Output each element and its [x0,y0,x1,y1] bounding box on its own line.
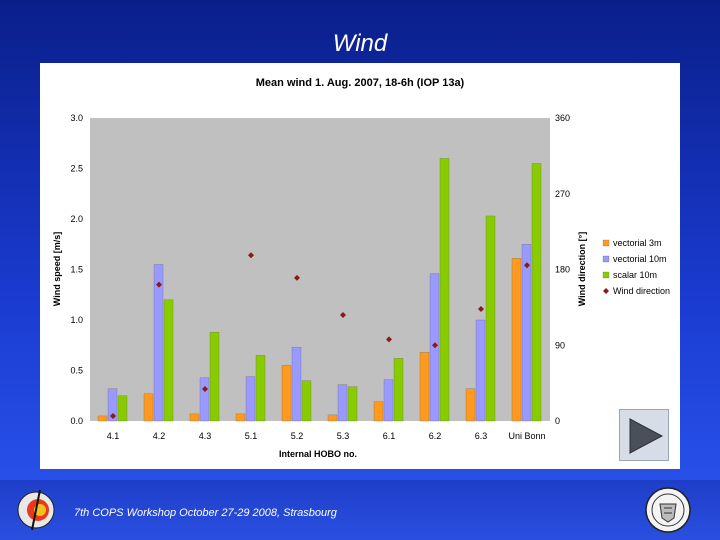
bar-scalar-10m [301,380,312,422]
chart-title: Mean wind 1. Aug. 2007, 18-6h (IOP 13a) [256,77,465,89]
y-tick-label: 2.0 [70,214,83,224]
footer-text: 7th COPS Workshop October 27-29 2008, St… [74,507,337,519]
bar-vectorial-10m [475,319,486,422]
x-tick-label: 6.3 [475,431,488,441]
bar-vectorial-3m [327,414,338,422]
bar-scalar-10m [485,215,496,422]
bar-scalar-10m [163,299,174,422]
legend-label: Wind direction [613,286,670,296]
x-tick-label: 5.2 [291,431,304,441]
bar-scalar-10m [117,395,128,422]
bar-vectorial-3m [189,413,200,422]
point-wind-direction [524,262,530,269]
x-tick-label: 4.2 [153,431,166,441]
y-tick-label: 2.5 [70,164,83,174]
x-tick-label: 6.1 [383,431,396,441]
y2-axis-label: Wind direction [°] [577,232,587,307]
bar-vectorial-10m [521,244,532,422]
legend: vectorial 3m vectorial 10m scalar 10m Wind … [602,238,670,296]
y2-tick-label: 180 [555,265,570,275]
bar-scalar-10m [439,158,450,422]
y2-tick-label: 360 [555,113,570,123]
bar-scalar-10m [347,386,358,422]
cops-logo-icon [17,489,55,531]
bar-vectorial-10m [107,388,118,422]
y-axis-label: Wind speed [m/s] [52,232,62,306]
bar-vectorial-3m [235,413,246,422]
y-tick-label: 1.0 [70,315,83,325]
bar-vectorial-3m [465,388,476,422]
legend-label: vectorial 10m [613,254,667,264]
y-tick-label: 0.0 [70,416,83,426]
point-wind-direction [478,306,484,313]
point-wind-direction [294,274,300,281]
legend-swatch [602,271,610,279]
chart-marks: 0.0 0.5 1.0 1.5 2.0 2.5 3.0 0 90 180 270 360 4.1 4.2 4… [70,113,570,441]
x-tick-label: Uni Bonn [508,431,545,441]
x-tick-label: 5.1 [245,431,258,441]
y-tick-label: 1.5 [70,265,83,275]
x-tick-label: 5.3 [337,431,350,441]
play-icon [629,418,664,454]
bar-vectorial-10m [153,264,164,422]
bar-vectorial-3m [511,258,522,422]
university-seal-icon [645,487,691,533]
bar-vectorial-10m [383,379,394,422]
bar-vectorial-3m [373,401,384,422]
point-wind-direction [340,311,346,318]
footer-bar [0,480,720,540]
bar-vectorial-3m [419,352,430,422]
bar-vectorial-3m [281,365,292,422]
legend-label: vectorial 3m [613,238,662,248]
bar-scalar-10m [531,163,542,422]
bar-vectorial-10m [199,377,210,422]
x-tick-label: 6.2 [429,431,442,441]
bar-scalar-10m [209,331,220,422]
point-wind-direction [202,386,208,393]
y2-tick-label: 270 [555,189,570,199]
legend-label: scalar 10m [613,270,657,280]
y-tick-label: 0.5 [70,366,83,376]
point-wind-direction [432,342,438,349]
point-wind-direction [110,412,116,419]
y-tick-label: 3.0 [70,113,83,123]
bar-scalar-10m [255,355,266,422]
wind-chart: Mean wind 1. Aug. 2007, 18-6h (IOP 13a) … [52,77,670,459]
bar-vectorial-3m [143,393,154,422]
y2-tick-label: 90 [555,340,565,350]
point-wind-direction [156,281,162,288]
x-tick-label: 4.1 [107,431,120,441]
y2-tick-label: 0 [555,416,560,426]
bar-vectorial-10m [245,376,256,422]
slide-title: Wind [332,30,388,57]
point-wind-direction [386,336,392,343]
point-wind-direction [248,252,254,259]
bar-vectorial-10m [337,384,348,422]
bar-vectorial-10m [291,347,302,422]
chart-panel: Mean wind 1. Aug. 2007, 18-6h (IOP 13a) … [40,63,680,469]
legend-swatch [602,239,610,247]
legend-swatch [602,255,610,263]
bar-scalar-10m [393,358,404,422]
next-slide-button[interactable] [619,409,669,461]
x-axis-label: Internal HOBO no. [279,449,357,459]
bar-vectorial-3m [97,415,108,422]
x-tick-label: 4.3 [199,431,212,441]
legend-swatch [603,288,609,294]
